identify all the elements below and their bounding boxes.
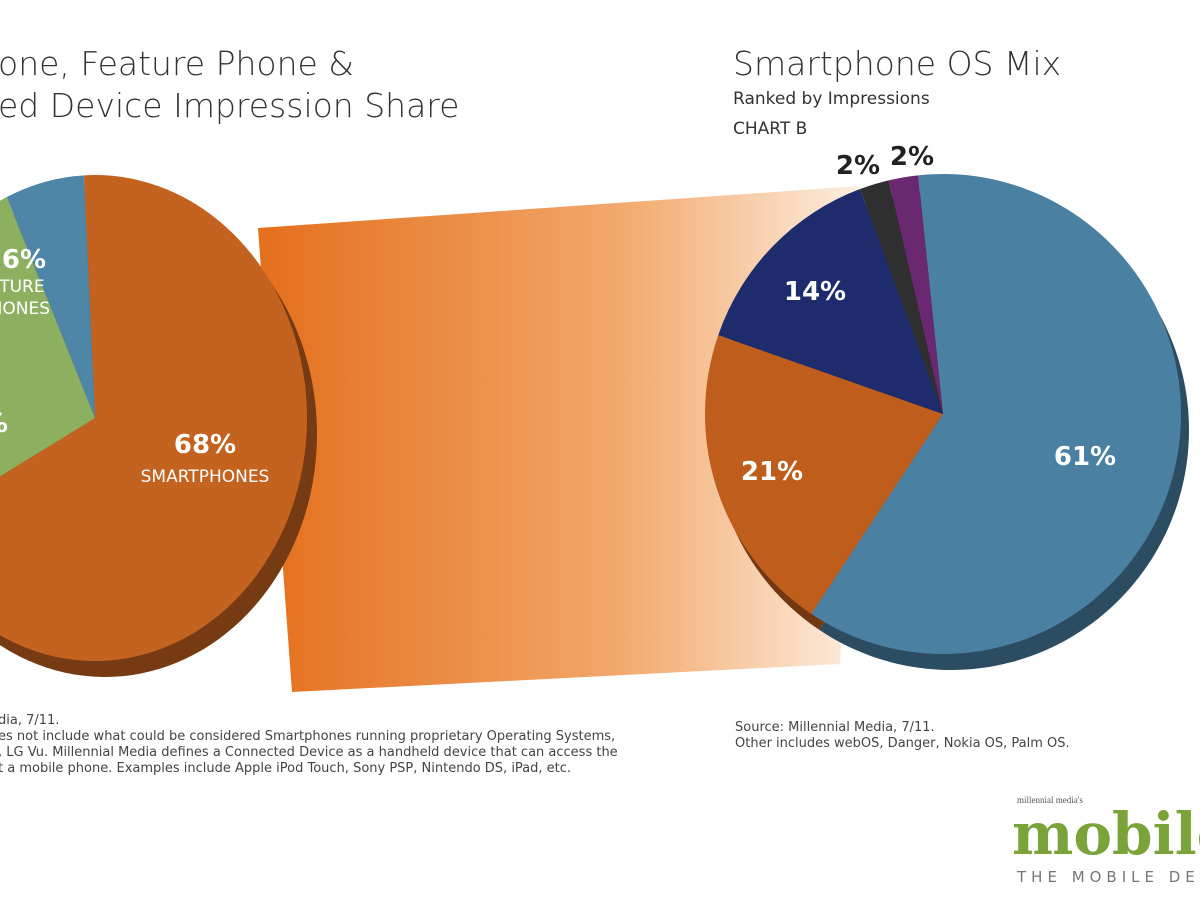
value-label: 6%	[0, 409, 8, 439]
source-note: dia, 7/11.	[0, 713, 59, 728]
logo-tagline: millennial media's	[1017, 795, 1083, 805]
value-label: 2%	[836, 151, 880, 181]
pie-slice	[718, 189, 943, 414]
value-label: 2%	[890, 142, 934, 172]
pie-slice	[860, 180, 943, 414]
chart-subtitle: Ranked by Impressions	[733, 89, 930, 109]
zoom-funnel	[258, 186, 860, 692]
category-label: SMARTPHONES	[141, 467, 270, 487]
pie-slice	[705, 335, 943, 614]
pie-slice	[0, 175, 307, 661]
pie-slice	[6, 175, 95, 418]
pie-slice	[0, 197, 95, 477]
source-note: es not include what could be considered …	[0, 729, 615, 744]
value-label: 14%	[784, 277, 846, 307]
chart-title: ed Device Impression Share	[0, 86, 459, 125]
pie-slice	[888, 175, 943, 414]
source-note: , LG Vu. Millennial Media defines a Conn…	[0, 745, 618, 760]
value-label: 61%	[1054, 442, 1116, 472]
value-label: 26%	[0, 245, 46, 275]
source-note: Other includes webOS, Danger, Nokia OS, …	[735, 736, 1070, 751]
logo-subtitle: THE MOBILE DE	[1016, 868, 1200, 886]
chart-title: Smartphone OS Mix	[733, 44, 1061, 83]
value-label: 21%	[741, 457, 803, 487]
pie-chart: 68% 26% 6% SMARTPHONES FEATURE PHONES dia, 7/…	[0, 175, 618, 776]
pie-chart: 61% 21% 14% 2% 2% Source: Millennial Media, 7…	[705, 142, 1189, 751]
source-note: Source: Millennial Media, 7/11.	[735, 720, 935, 735]
value-label: 68%	[174, 430, 236, 460]
pie-slice	[811, 174, 1181, 654]
logo-name: mobile	[1012, 800, 1200, 868]
chart-label: CHART B	[733, 119, 807, 139]
source-note: t a mobile phone. Examples include Apple…	[0, 761, 571, 776]
chart-title: one, Feature Phone &	[0, 44, 354, 83]
pies: 68% 26% 6% SMARTPHONES FEATURE PHONES dia, 7/…	[0, 142, 1189, 776]
category-label: FEATURE PHONES	[0, 277, 50, 319]
